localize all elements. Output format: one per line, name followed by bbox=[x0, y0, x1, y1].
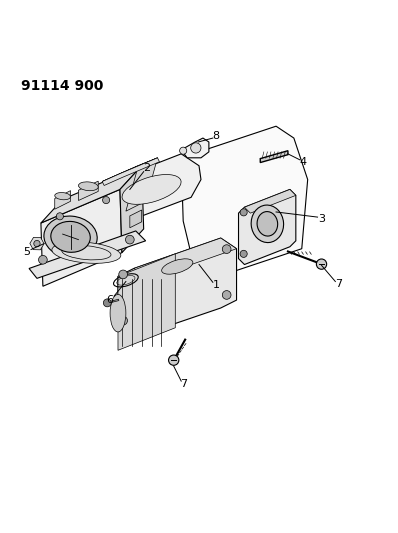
Polygon shape bbox=[181, 138, 209, 158]
Text: 6: 6 bbox=[107, 295, 113, 305]
Polygon shape bbox=[260, 151, 288, 163]
Polygon shape bbox=[120, 166, 144, 253]
Text: 8: 8 bbox=[213, 131, 220, 141]
Ellipse shape bbox=[78, 182, 98, 191]
Ellipse shape bbox=[51, 221, 90, 252]
Ellipse shape bbox=[44, 216, 97, 257]
Circle shape bbox=[169, 355, 179, 365]
Polygon shape bbox=[130, 210, 142, 228]
Circle shape bbox=[179, 147, 187, 154]
Text: 4: 4 bbox=[300, 157, 307, 167]
Ellipse shape bbox=[110, 294, 126, 332]
Ellipse shape bbox=[251, 205, 284, 243]
Text: 7: 7 bbox=[335, 279, 342, 289]
Circle shape bbox=[191, 143, 201, 153]
Polygon shape bbox=[41, 166, 142, 223]
Ellipse shape bbox=[162, 259, 193, 274]
Circle shape bbox=[240, 209, 247, 216]
Polygon shape bbox=[118, 254, 175, 350]
Circle shape bbox=[222, 290, 231, 300]
Text: 3: 3 bbox=[318, 214, 325, 224]
Polygon shape bbox=[181, 126, 308, 280]
Circle shape bbox=[57, 213, 63, 220]
Polygon shape bbox=[102, 158, 160, 185]
Circle shape bbox=[39, 255, 47, 264]
Polygon shape bbox=[238, 189, 296, 264]
Circle shape bbox=[240, 251, 247, 257]
Circle shape bbox=[316, 259, 327, 269]
Ellipse shape bbox=[52, 242, 121, 263]
Circle shape bbox=[103, 299, 111, 307]
Circle shape bbox=[103, 197, 110, 204]
Circle shape bbox=[222, 245, 231, 254]
Polygon shape bbox=[55, 191, 70, 209]
Polygon shape bbox=[126, 158, 158, 211]
Text: 2: 2 bbox=[143, 164, 150, 173]
Text: 1: 1 bbox=[213, 280, 219, 290]
Polygon shape bbox=[244, 189, 296, 213]
Polygon shape bbox=[102, 158, 158, 182]
Circle shape bbox=[119, 316, 127, 325]
Polygon shape bbox=[102, 154, 201, 225]
Ellipse shape bbox=[122, 174, 181, 204]
Polygon shape bbox=[78, 181, 98, 200]
Ellipse shape bbox=[257, 212, 278, 236]
Circle shape bbox=[119, 270, 127, 279]
Text: 91114 900: 91114 900 bbox=[21, 79, 103, 93]
Circle shape bbox=[34, 240, 40, 247]
Ellipse shape bbox=[55, 192, 70, 200]
Polygon shape bbox=[134, 238, 236, 279]
Polygon shape bbox=[29, 231, 146, 278]
Text: 5: 5 bbox=[23, 247, 31, 257]
Polygon shape bbox=[118, 238, 236, 337]
Circle shape bbox=[125, 235, 134, 244]
Text: 7: 7 bbox=[179, 379, 187, 389]
Polygon shape bbox=[41, 189, 122, 286]
